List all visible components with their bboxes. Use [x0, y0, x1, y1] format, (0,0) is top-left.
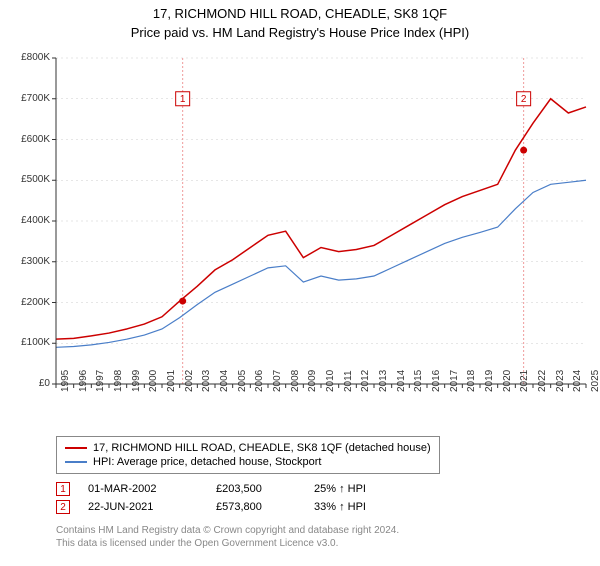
x-tick-label: 2002: [184, 370, 195, 392]
footnote-line1: Contains HM Land Registry data © Crown c…: [56, 525, 399, 536]
x-tick-label: 2025: [590, 370, 600, 392]
y-tick-label: £0: [2, 378, 50, 389]
x-tick-label: 2020: [502, 370, 513, 392]
chart-subtitle: Price paid vs. HM Land Registry's House …: [0, 25, 600, 40]
x-tick-label: 1998: [113, 370, 124, 392]
y-tick-label: £400K: [2, 215, 50, 226]
y-tick-label: £500K: [2, 174, 50, 185]
datapoint-vs-hpi: 33% ↑ HPI: [314, 501, 394, 513]
x-tick-label: 2011: [343, 370, 354, 392]
x-tick-label: 2013: [378, 370, 389, 392]
footnote: Contains HM Land Registry data © Crown c…: [56, 524, 399, 550]
x-tick-label: 2015: [413, 370, 424, 392]
x-tick-label: 2023: [555, 370, 566, 392]
svg-text:2: 2: [521, 94, 527, 105]
chart-container: 17, RICHMOND HILL ROAD, CHEADLE, SK8 1QF…: [0, 6, 600, 566]
datapoint-date: 01-MAR-2002: [88, 483, 198, 495]
legend-label: 17, RICHMOND HILL ROAD, CHEADLE, SK8 1QF…: [93, 442, 431, 454]
x-tick-label: 2017: [449, 370, 460, 392]
y-tick-label: £300K: [2, 256, 50, 267]
x-tick-label: 2000: [148, 370, 159, 392]
x-tick-label: 2003: [201, 370, 212, 392]
legend-item: 17, RICHMOND HILL ROAD, CHEADLE, SK8 1QF…: [65, 441, 431, 455]
datapoint-table: 1 01-MAR-2002 £203,500 25% ↑ HPI 2 22-JU…: [56, 480, 394, 516]
legend-label: HPI: Average price, detached house, Stoc…: [93, 456, 322, 468]
x-tick-label: 2016: [431, 370, 442, 392]
chart-title: 17, RICHMOND HILL ROAD, CHEADLE, SK8 1QF: [0, 6, 600, 21]
legend-swatch: [65, 447, 87, 449]
x-tick-label: 1999: [131, 370, 142, 392]
x-tick-label: 2012: [360, 370, 371, 392]
datapoint-price: £573,800: [216, 501, 296, 513]
legend: 17, RICHMOND HILL ROAD, CHEADLE, SK8 1QF…: [56, 436, 440, 474]
x-tick-label: 2018: [466, 370, 477, 392]
datapoint-marker: 2: [56, 500, 70, 514]
datapoint-price: £203,500: [216, 483, 296, 495]
x-tick-label: 2019: [484, 370, 495, 392]
legend-item: HPI: Average price, detached house, Stoc…: [65, 455, 431, 469]
y-tick-label: £600K: [2, 134, 50, 145]
y-tick-label: £800K: [2, 52, 50, 63]
x-tick-label: 1995: [60, 370, 71, 392]
x-tick-label: 2001: [166, 370, 177, 392]
legend-swatch: [65, 461, 87, 463]
y-tick-label: £200K: [2, 297, 50, 308]
x-tick-label: 2009: [307, 370, 318, 392]
x-tick-label: 2010: [325, 370, 336, 392]
x-tick-label: 2022: [537, 370, 548, 392]
datapoint-marker: 1: [56, 482, 70, 496]
x-tick-label: 2008: [290, 370, 301, 392]
x-tick-label: 2007: [272, 370, 283, 392]
x-tick-label: 2021: [519, 370, 530, 392]
footnote-line2: This data is licensed under the Open Gov…: [56, 538, 338, 549]
x-tick-label: 2005: [237, 370, 248, 392]
x-tick-label: 1996: [78, 370, 89, 392]
x-tick-label: 2006: [254, 370, 265, 392]
datapoint-date: 22-JUN-2021: [88, 501, 198, 513]
datapoint-vs-hpi: 25% ↑ HPI: [314, 483, 394, 495]
x-tick-label: 2004: [219, 370, 230, 392]
x-tick-label: 1997: [95, 370, 106, 392]
svg-text:1: 1: [180, 94, 186, 105]
y-tick-label: £100K: [2, 337, 50, 348]
datapoint-row: 2 22-JUN-2021 £573,800 33% ↑ HPI: [56, 498, 394, 516]
y-tick-label: £700K: [2, 93, 50, 104]
line-chart: 12: [56, 58, 586, 384]
datapoint-row: 1 01-MAR-2002 £203,500 25% ↑ HPI: [56, 480, 394, 498]
x-tick-label: 2014: [396, 370, 407, 392]
x-tick-label: 2024: [572, 370, 583, 392]
